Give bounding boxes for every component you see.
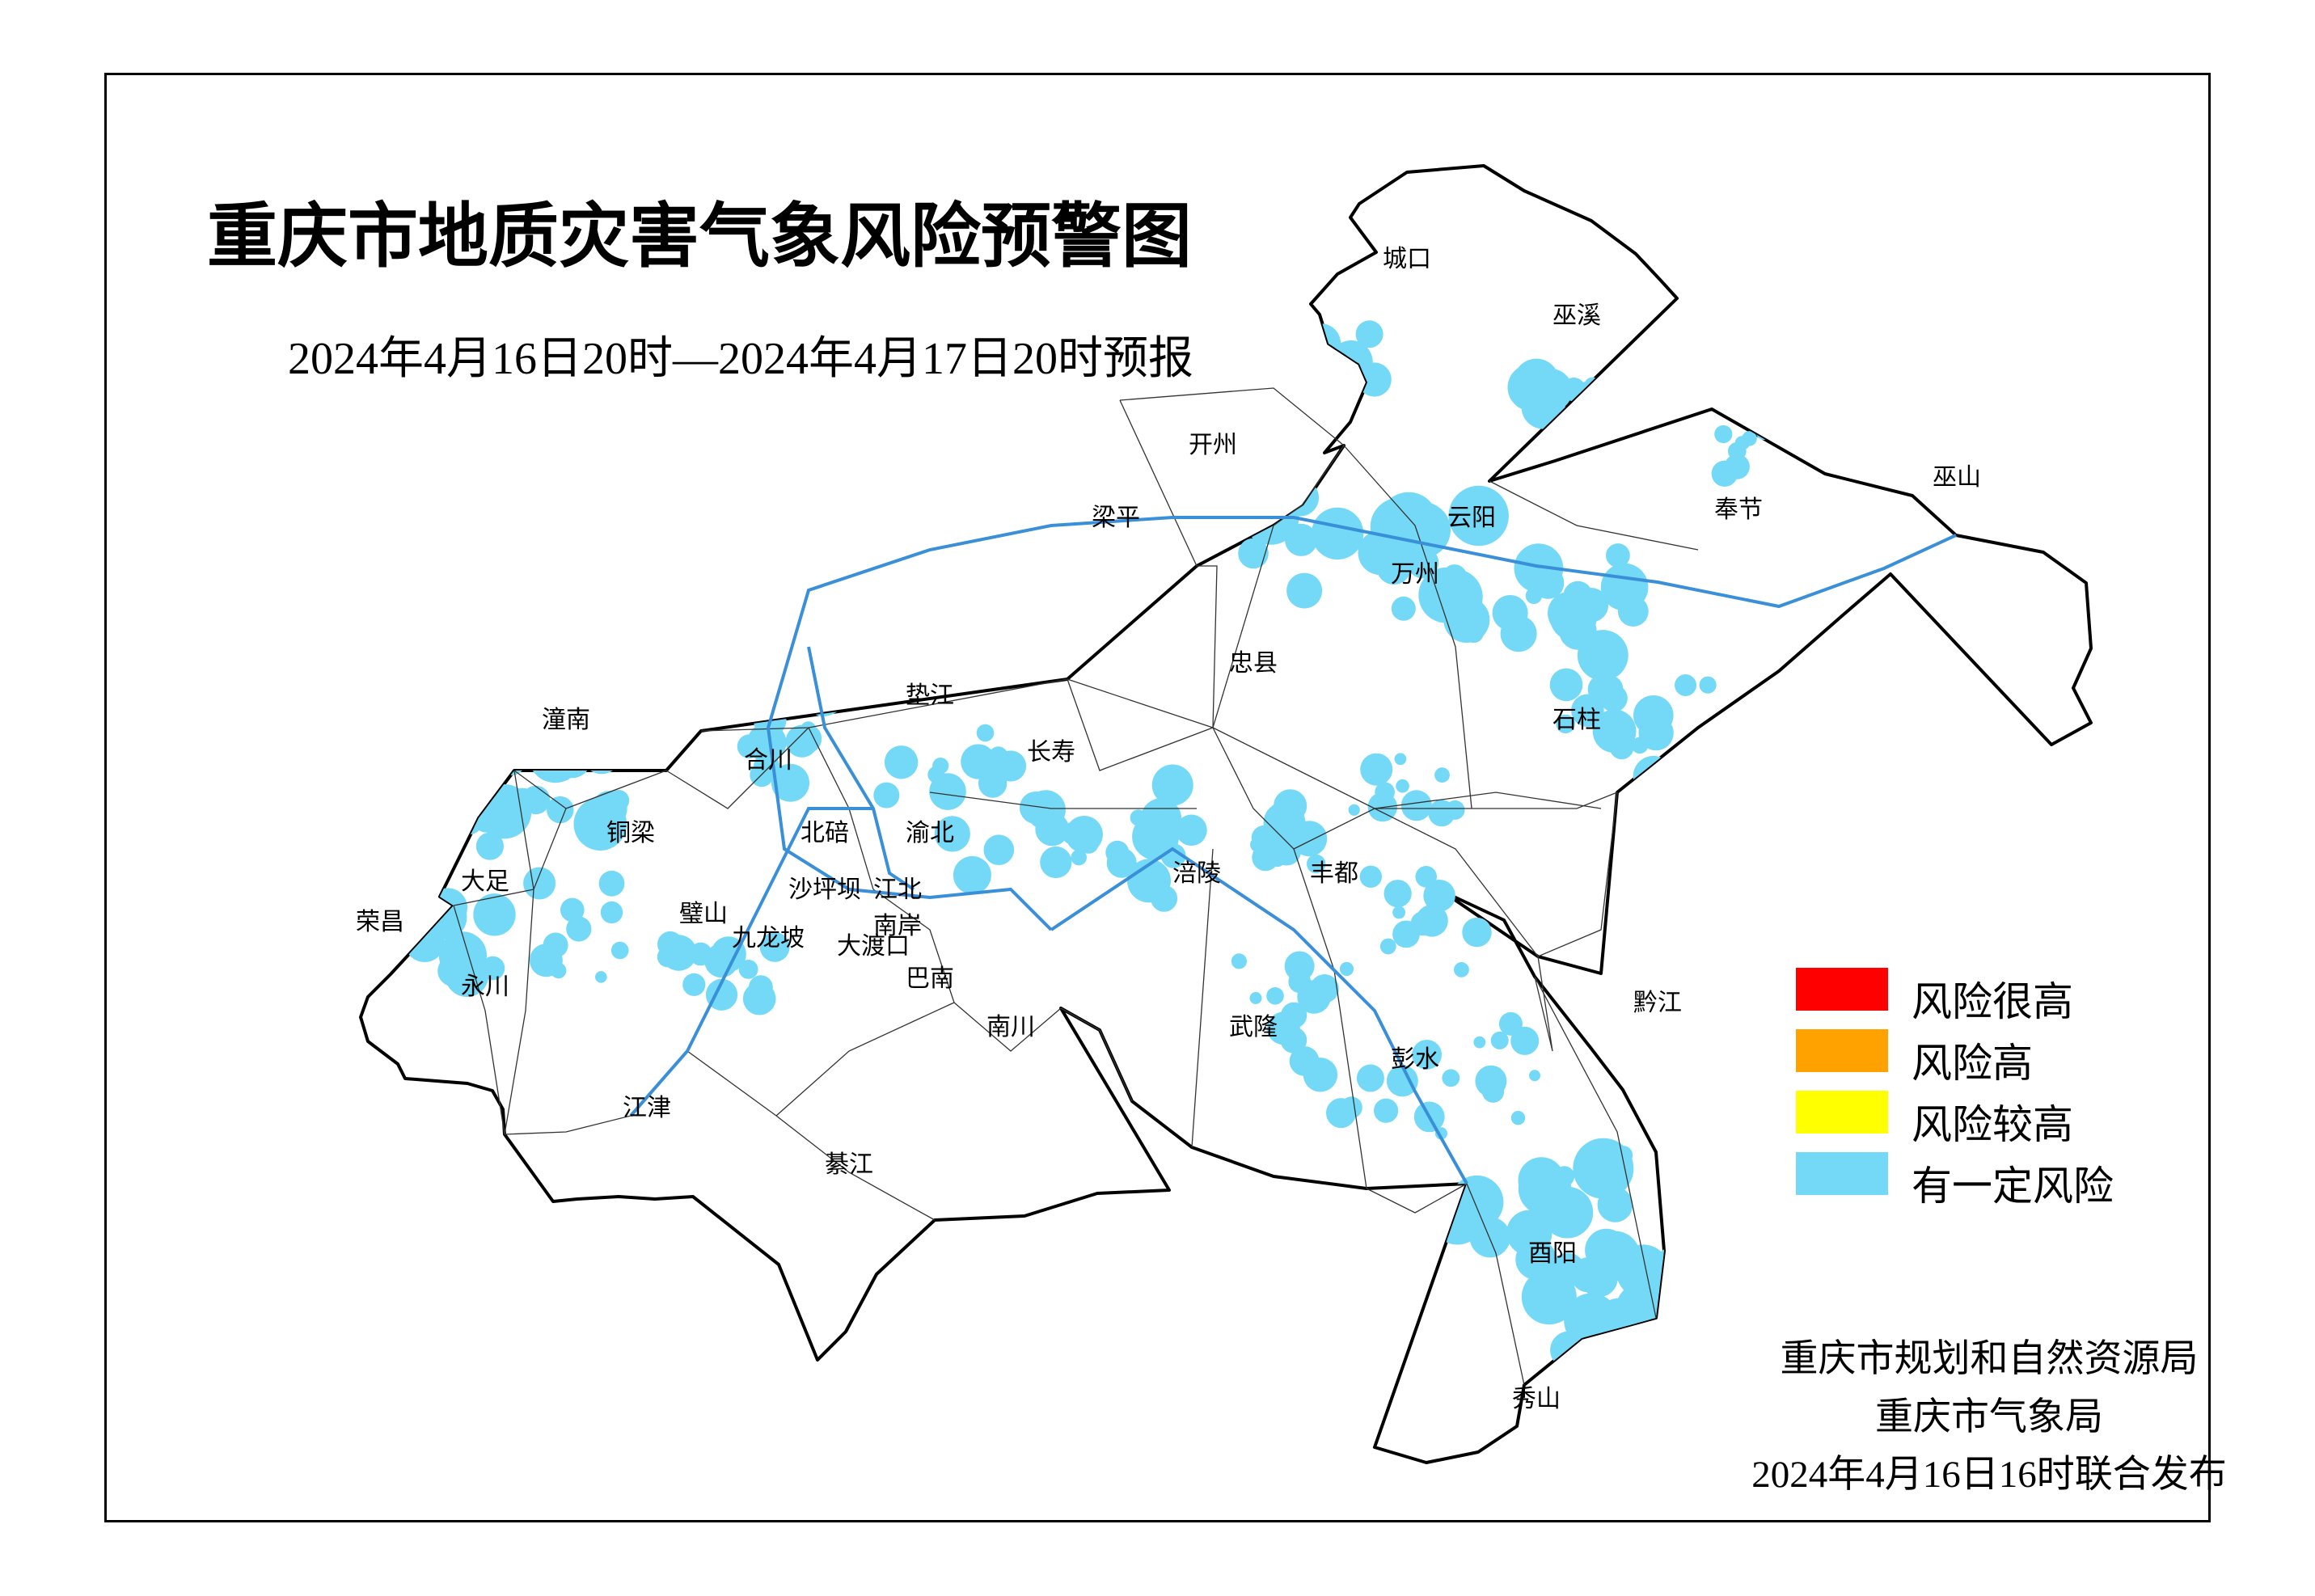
svg-text:渝北: 渝北	[906, 820, 954, 847]
svg-text:九龙坡: 九龙坡	[732, 925, 805, 952]
svg-text:奉节: 奉节	[1714, 496, 1763, 523]
svg-text:开州: 开州	[1189, 432, 1237, 458]
svg-text:南川: 南川	[986, 1014, 1035, 1041]
svg-text:綦江: 綦江	[825, 1151, 873, 1178]
svg-text:巫山: 巫山	[1933, 464, 1981, 491]
svg-text:忠县: 忠县	[1229, 650, 1278, 677]
svg-text:合川: 合川	[744, 747, 792, 774]
svg-text:万州: 万州	[1391, 561, 1439, 588]
svg-text:巴南: 巴南	[906, 965, 954, 992]
svg-text:江津: 江津	[623, 1095, 671, 1121]
svg-text:永川: 永川	[461, 973, 509, 1000]
svg-text:巫溪: 巫溪	[1552, 302, 1601, 329]
svg-text:北碚: 北碚	[801, 820, 849, 847]
svg-text:丰都: 丰都	[1310, 860, 1358, 887]
svg-text:云阳: 云阳	[1447, 505, 1496, 531]
svg-text:黔江: 黔江	[1633, 990, 1682, 1016]
svg-text:梁平: 梁平	[1092, 505, 1140, 531]
svg-text:江北: 江北	[873, 876, 922, 903]
svg-text:大渡口: 大渡口	[837, 933, 910, 960]
svg-text:彭水: 彭水	[1391, 1046, 1439, 1073]
svg-text:沙坪坝: 沙坪坝	[788, 876, 861, 903]
svg-text:璧山: 璧山	[679, 901, 728, 927]
svg-text:涪陵: 涪陵	[1172, 860, 1221, 887]
svg-text:酉阳: 酉阳	[1528, 1240, 1577, 1267]
svg-text:垫江: 垫江	[906, 682, 954, 709]
svg-text:荣昌: 荣昌	[356, 909, 404, 935]
svg-text:大足: 大足	[461, 868, 509, 895]
svg-text:长寿: 长寿	[1027, 739, 1075, 766]
svg-text:武隆: 武隆	[1229, 1014, 1278, 1041]
svg-text:城口: 城口	[1383, 246, 1431, 272]
svg-text:铜梁: 铜梁	[606, 820, 655, 847]
svg-text:秀山: 秀山	[1512, 1386, 1561, 1412]
svg-text:潼南: 潼南	[542, 707, 590, 733]
svg-text:石柱: 石柱	[1552, 707, 1601, 733]
